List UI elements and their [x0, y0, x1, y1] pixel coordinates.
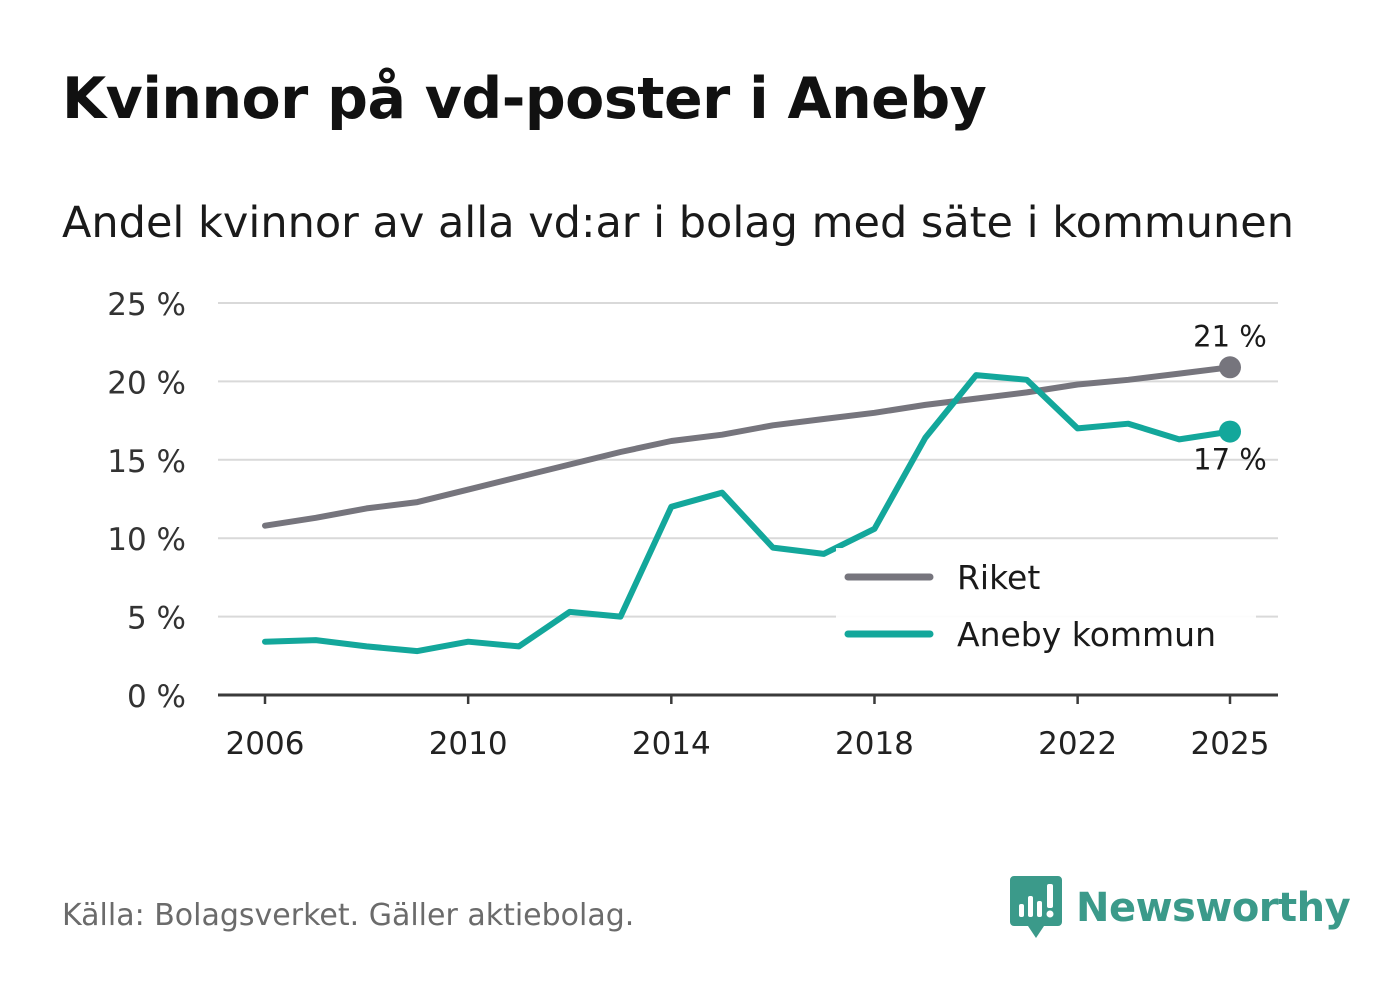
- source-note: Källa: Bolagsverket. Gäller aktiebolag.: [62, 898, 635, 933]
- y-tick-label: 5 %: [127, 601, 186, 637]
- x-tick-label: 2018: [835, 726, 914, 762]
- series-line-riket: [262, 364, 1233, 529]
- y-tick-label: 10 %: [107, 522, 186, 558]
- legend-background: [836, 548, 1256, 656]
- chart-subtitle: Andel kvinnor av alla vd:ar i bolag med …: [62, 198, 1294, 248]
- x-tick-label: 2010: [429, 726, 508, 762]
- brand-name: Newsworthy: [1076, 885, 1351, 931]
- series-end-point: [1219, 356, 1241, 379]
- y-axis-ticks: 0 % 5 % 10 % 15 % 20 % 25 %: [107, 287, 186, 715]
- y-tick-label: 20 %: [107, 365, 186, 401]
- chart-title: Kvinnor på vd-poster i Aneby: [62, 66, 987, 132]
- y-tick-label: 15 %: [107, 444, 186, 480]
- end-label-riket: 21 %: [1193, 319, 1267, 353]
- x-tick-label: 2006: [226, 726, 305, 762]
- series-line-kommun: [262, 372, 1233, 655]
- legend-label: Aneby kommun: [957, 615, 1216, 654]
- end-labels: 21 % 17 %: [1193, 319, 1267, 476]
- x-tick-label: 2014: [632, 726, 711, 762]
- legend: Riket Aneby kommun: [836, 548, 1256, 656]
- x-tick-label: 2022: [1038, 726, 1117, 762]
- x-axis-ticks: 2006 2010 2014 2018 2022 2025: [226, 695, 1270, 762]
- y-tick-label: 0 %: [127, 679, 186, 715]
- newsworthy-logo-icon: [1010, 876, 1062, 938]
- series-layer: [262, 356, 1241, 655]
- x-tick-label: 2025: [1191, 726, 1270, 762]
- y-tick-label: 25 %: [107, 287, 186, 323]
- brand-logo: Newsworthy: [1010, 876, 1351, 940]
- end-label-kommun: 17 %: [1193, 443, 1267, 477]
- legend-label: Riket: [957, 558, 1040, 597]
- series-end-point: [1219, 420, 1241, 443]
